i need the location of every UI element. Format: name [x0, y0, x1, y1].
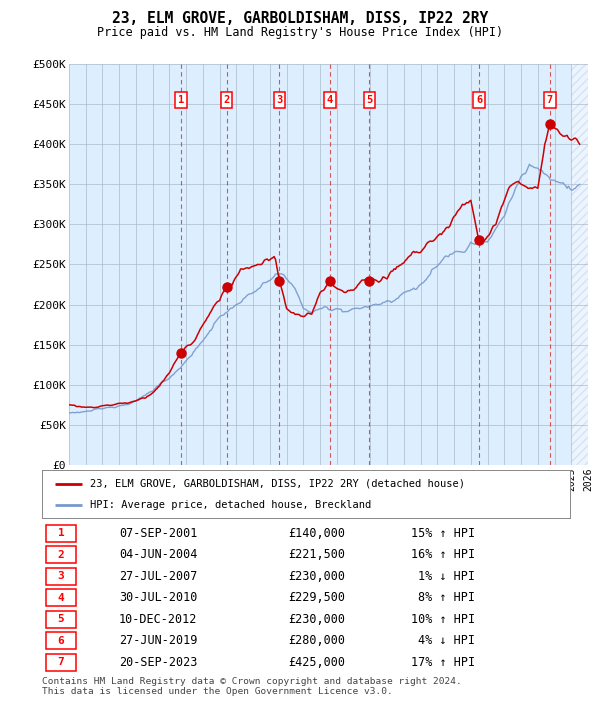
Text: Contains HM Land Registry data © Crown copyright and database right 2024.
This d: Contains HM Land Registry data © Crown c…: [42, 677, 462, 696]
Text: 2: 2: [58, 550, 64, 559]
Text: 6: 6: [476, 95, 482, 105]
Text: 10% ↑ HPI: 10% ↑ HPI: [411, 613, 475, 626]
Text: 3: 3: [276, 95, 283, 105]
FancyBboxPatch shape: [46, 525, 76, 542]
Text: £230,000: £230,000: [288, 613, 345, 626]
Text: 23, ELM GROVE, GARBOLDISHAM, DISS, IP22 2RY (detached house): 23, ELM GROVE, GARBOLDISHAM, DISS, IP22 …: [89, 479, 464, 488]
Text: 04-JUN-2004: 04-JUN-2004: [119, 548, 197, 562]
Text: 07-SEP-2001: 07-SEP-2001: [119, 527, 197, 540]
Text: 6: 6: [58, 636, 64, 646]
Text: 4% ↓ HPI: 4% ↓ HPI: [418, 634, 475, 648]
Text: 5: 5: [366, 95, 373, 105]
Text: 1: 1: [58, 528, 64, 538]
Text: 4: 4: [326, 95, 333, 105]
Text: 10-DEC-2012: 10-DEC-2012: [119, 613, 197, 626]
Text: Price paid vs. HM Land Registry's House Price Index (HPI): Price paid vs. HM Land Registry's House …: [97, 26, 503, 39]
Text: £140,000: £140,000: [288, 527, 345, 540]
Text: 7: 7: [547, 95, 553, 105]
FancyBboxPatch shape: [46, 568, 76, 585]
Text: 27-JUL-2007: 27-JUL-2007: [119, 570, 197, 583]
Text: 20-SEP-2023: 20-SEP-2023: [119, 656, 197, 669]
Text: 17% ↑ HPI: 17% ↑ HPI: [411, 656, 475, 669]
Text: 7: 7: [58, 657, 64, 667]
FancyBboxPatch shape: [46, 611, 76, 628]
Text: 30-JUL-2010: 30-JUL-2010: [119, 591, 197, 604]
Text: 4: 4: [58, 593, 64, 603]
FancyBboxPatch shape: [46, 654, 76, 671]
Text: 1% ↓ HPI: 1% ↓ HPI: [418, 570, 475, 583]
Text: £229,500: £229,500: [288, 591, 345, 604]
Text: 2: 2: [224, 95, 230, 105]
Text: HPI: Average price, detached house, Breckland: HPI: Average price, detached house, Brec…: [89, 500, 371, 510]
Text: 15% ↑ HPI: 15% ↑ HPI: [411, 527, 475, 540]
Text: £425,000: £425,000: [288, 656, 345, 669]
Text: 16% ↑ HPI: 16% ↑ HPI: [411, 548, 475, 562]
FancyBboxPatch shape: [46, 589, 76, 606]
Text: 23, ELM GROVE, GARBOLDISHAM, DISS, IP22 2RY: 23, ELM GROVE, GARBOLDISHAM, DISS, IP22 …: [112, 11, 488, 26]
Text: £230,000: £230,000: [288, 570, 345, 583]
FancyBboxPatch shape: [46, 546, 76, 563]
FancyBboxPatch shape: [46, 633, 76, 650]
Text: £280,000: £280,000: [288, 634, 345, 648]
Text: 5: 5: [58, 614, 64, 624]
Text: 3: 3: [58, 572, 64, 581]
Text: 1: 1: [178, 95, 184, 105]
Text: £221,500: £221,500: [288, 548, 345, 562]
Text: 8% ↑ HPI: 8% ↑ HPI: [418, 591, 475, 604]
Text: 27-JUN-2019: 27-JUN-2019: [119, 634, 197, 648]
Bar: [571, 64, 596, 465]
